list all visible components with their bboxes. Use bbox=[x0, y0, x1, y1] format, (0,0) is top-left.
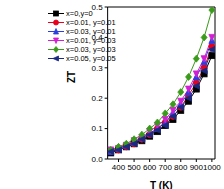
svg-text:0.2: 0.2 bbox=[92, 94, 104, 103]
svg-text:900: 900 bbox=[190, 163, 204, 172]
svg-text:500: 500 bbox=[127, 163, 141, 172]
svg-text:800: 800 bbox=[174, 163, 188, 172]
svg-text:0.3: 0.3 bbox=[92, 64, 104, 73]
svg-text:0.5: 0.5 bbox=[92, 3, 104, 12]
svg-text:1000: 1000 bbox=[203, 163, 216, 172]
svg-text:600: 600 bbox=[143, 163, 157, 172]
svg-text:0.0: 0.0 bbox=[92, 155, 104, 164]
svg-text:0.4: 0.4 bbox=[92, 33, 104, 42]
svg-text:700: 700 bbox=[159, 163, 173, 172]
svg-text:T (K): T (K) bbox=[150, 180, 173, 189]
svg-text:ZT: ZT bbox=[66, 71, 77, 83]
svg-text:0.1: 0.1 bbox=[92, 124, 104, 133]
svg-text:400: 400 bbox=[112, 163, 126, 172]
